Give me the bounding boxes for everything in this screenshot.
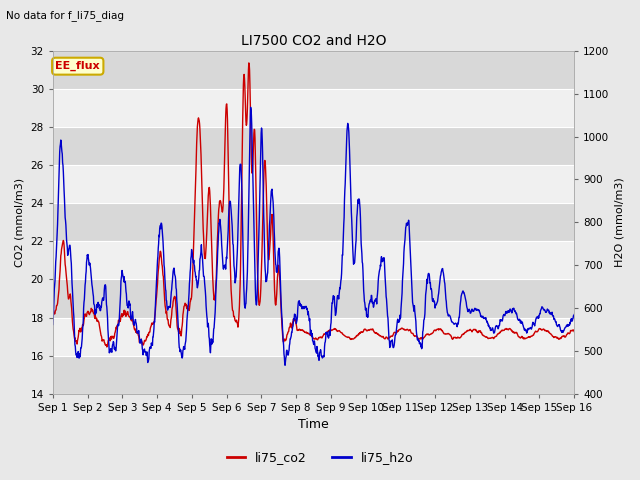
Bar [53,203,574,241]
Bar [53,89,574,127]
Y-axis label: CO2 (mmol/m3): CO2 (mmol/m3) [15,178,25,267]
Text: No data for f_li75_diag: No data for f_li75_diag [6,10,124,21]
Bar [53,318,574,356]
Bar [53,51,574,89]
Bar [53,241,574,279]
X-axis label: Time: Time [298,419,329,432]
Title: LI7500 CO2 and H2O: LI7500 CO2 and H2O [241,34,387,48]
Bar [53,279,574,318]
Legend: li75_co2, li75_h2o: li75_co2, li75_h2o [221,446,419,469]
Text: EE_flux: EE_flux [56,61,100,72]
Bar [53,356,574,394]
Bar [53,165,574,203]
Bar [53,127,574,165]
Y-axis label: H2O (mmol/m3): H2O (mmol/m3) [615,178,625,267]
